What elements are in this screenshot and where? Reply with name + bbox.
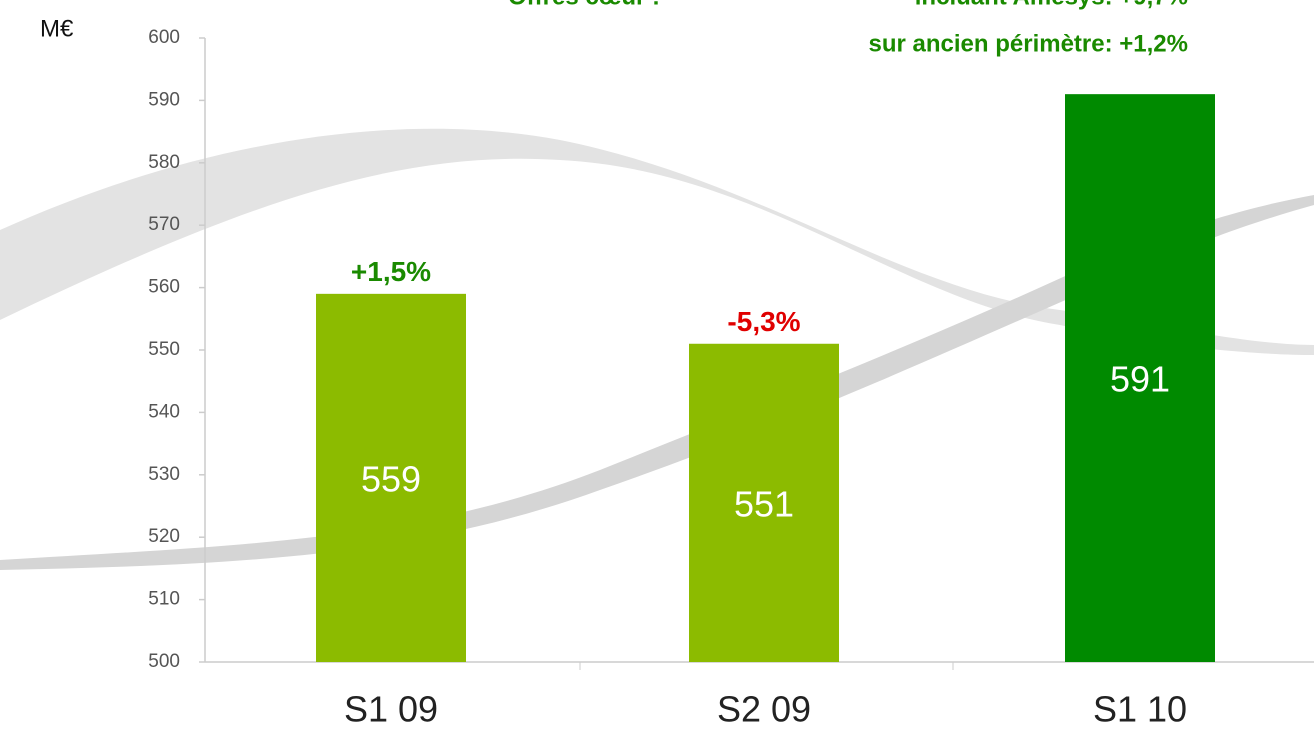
y-tick-label: 530 [148, 464, 180, 485]
y-tick-label: 510 [148, 589, 180, 610]
y-tick-label: 520 [148, 526, 180, 547]
y-tick-label: 500 [148, 651, 180, 672]
y-tick-label: 550 [148, 339, 180, 360]
x-tick-label: S2 09 [717, 689, 811, 730]
y-tick-label: 600 [148, 27, 180, 48]
annotation: incluant Amesys: +9,7% [915, 0, 1188, 10]
x-tick-label: S1 10 [1093, 689, 1187, 730]
y-tick-label: 580 [148, 152, 180, 173]
change-label: -5,3% [727, 306, 800, 337]
value-label: 551 [734, 483, 794, 524]
value-label: 559 [361, 458, 421, 499]
bar [316, 293, 466, 662]
change-label: +1,5% [351, 256, 431, 287]
y-tick-label: 540 [148, 401, 180, 422]
annotation: sur ancien périmètre: +1,2% [869, 30, 1188, 57]
y-tick-label: 560 [148, 277, 180, 298]
background-swoosh [0, 128, 1314, 355]
bar [689, 343, 839, 662]
y-tick-label: 570 [148, 214, 180, 235]
unit-label: M€ [40, 15, 74, 42]
y-tick-label: 590 [148, 89, 180, 110]
value-label: 591 [1110, 359, 1170, 400]
annotation: Offres cœur : [508, 0, 660, 10]
x-tick-label: S1 09 [344, 689, 438, 730]
bar [1065, 94, 1215, 662]
